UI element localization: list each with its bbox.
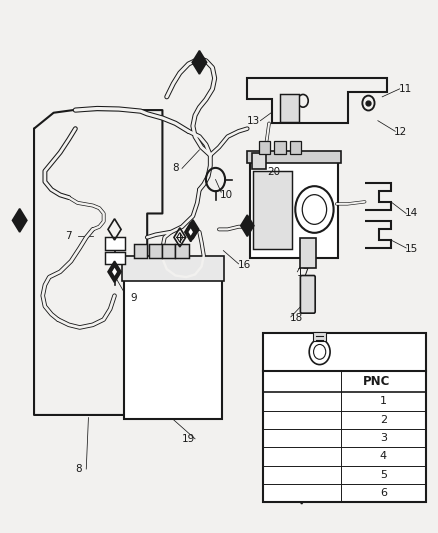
Text: 7: 7 [66, 231, 72, 241]
Text: 14: 14 [405, 208, 418, 219]
FancyBboxPatch shape [290, 141, 301, 154]
FancyBboxPatch shape [252, 152, 266, 169]
FancyBboxPatch shape [105, 252, 124, 264]
Text: 3: 3 [380, 433, 387, 443]
FancyBboxPatch shape [162, 244, 176, 258]
Polygon shape [13, 209, 27, 232]
Polygon shape [295, 464, 308, 486]
Text: 19: 19 [182, 434, 195, 445]
Text: 8: 8 [172, 164, 179, 173]
Polygon shape [108, 261, 121, 282]
FancyBboxPatch shape [274, 141, 286, 154]
FancyBboxPatch shape [122, 256, 224, 281]
FancyBboxPatch shape [300, 276, 315, 313]
Polygon shape [295, 446, 308, 467]
Text: 15: 15 [405, 244, 418, 254]
Polygon shape [191, 226, 195, 233]
FancyBboxPatch shape [124, 257, 223, 419]
FancyBboxPatch shape [313, 332, 326, 341]
Polygon shape [185, 222, 197, 241]
Text: 20: 20 [267, 167, 280, 177]
Polygon shape [112, 268, 117, 276]
Text: 10: 10 [220, 190, 233, 200]
Polygon shape [295, 419, 308, 430]
Polygon shape [241, 215, 254, 236]
Polygon shape [188, 229, 193, 236]
Polygon shape [187, 220, 199, 239]
FancyBboxPatch shape [247, 151, 341, 163]
Text: 5: 5 [380, 470, 387, 480]
Polygon shape [299, 453, 304, 461]
FancyBboxPatch shape [105, 237, 124, 249]
Text: 9: 9 [130, 293, 137, 303]
FancyBboxPatch shape [300, 238, 316, 268]
FancyBboxPatch shape [149, 244, 162, 258]
Text: 4: 4 [380, 451, 387, 462]
Text: 8: 8 [75, 464, 82, 474]
Text: 1: 1 [380, 397, 387, 406]
FancyBboxPatch shape [250, 161, 338, 258]
FancyBboxPatch shape [262, 333, 426, 503]
Text: 2: 2 [380, 415, 387, 425]
Polygon shape [192, 51, 207, 74]
Text: PNC: PNC [363, 375, 390, 388]
Text: 13: 13 [246, 116, 260, 126]
FancyBboxPatch shape [259, 141, 270, 154]
Text: 12: 12 [394, 127, 407, 138]
Text: 6: 6 [380, 488, 387, 498]
FancyBboxPatch shape [280, 93, 299, 122]
FancyBboxPatch shape [253, 171, 292, 249]
FancyBboxPatch shape [176, 244, 188, 258]
Text: 11: 11 [399, 84, 412, 94]
Text: 17: 17 [297, 268, 310, 278]
Text: 16: 16 [238, 260, 251, 270]
Text: 18: 18 [290, 313, 303, 324]
FancyBboxPatch shape [134, 244, 147, 258]
